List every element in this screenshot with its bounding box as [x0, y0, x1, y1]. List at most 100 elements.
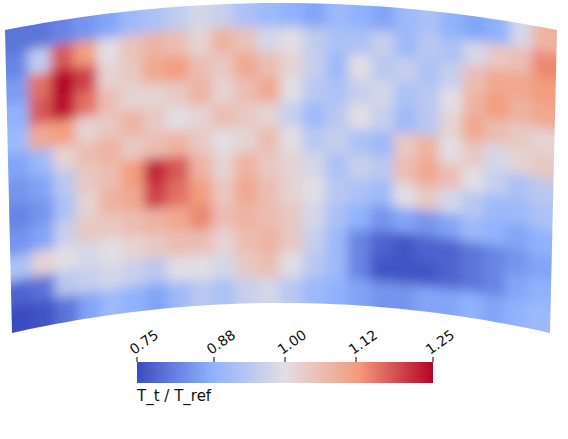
cell [348, 154, 373, 182]
cell [325, 228, 350, 256]
cell [393, 182, 418, 211]
cell [395, 0, 421, 36]
cell [234, 0, 259, 30]
cell [189, 104, 214, 132]
cell [235, 277, 260, 340]
cell [33, 298, 59, 365]
colorbar-title: T_t / T_ref [136, 387, 212, 406]
cell [257, 277, 282, 339]
cell [257, 77, 282, 104]
cell [280, 202, 305, 229]
cell [235, 227, 260, 254]
cell [280, 152, 305, 179]
cell [118, 0, 144, 38]
cell [96, 36, 122, 66]
cell [166, 130, 191, 159]
cell [503, 298, 529, 365]
cell [326, 53, 351, 81]
cell [348, 204, 373, 232]
cell [416, 184, 441, 214]
cell [257, 27, 282, 54]
cell [212, 228, 237, 256]
cell [190, 279, 215, 343]
cell [144, 182, 169, 211]
cell [392, 232, 417, 261]
chart: 0.750.881.001.121.25T_t / T_ref [0, 0, 568, 439]
cell [526, 302, 568, 377]
cell [257, 177, 282, 204]
cell [257, 252, 282, 279]
field [0, 0, 568, 377]
colorbar-tick-label: 0.88 [204, 326, 239, 357]
cell [145, 257, 170, 286]
cell [370, 230, 395, 259]
cell [72, 0, 98, 44]
cell [348, 79, 373, 107]
cell [122, 259, 147, 289]
cell [302, 227, 327, 254]
cell [234, 52, 259, 79]
cell [415, 259, 440, 289]
cell [486, 0, 512, 48]
cell [509, 0, 535, 52]
cell [280, 252, 305, 279]
cell [234, 77, 259, 104]
cell [257, 102, 282, 129]
cell [303, 102, 328, 129]
cell [415, 209, 440, 239]
cell [257, 202, 282, 229]
cell [212, 153, 237, 181]
cell [189, 129, 214, 157]
cell [95, 0, 121, 41]
cell [417, 59, 442, 89]
cell [189, 154, 214, 182]
cell [371, 80, 396, 109]
cell [303, 152, 328, 179]
cell [190, 254, 215, 282]
cell [234, 102, 259, 129]
cell [325, 153, 350, 181]
cell [280, 127, 305, 154]
cell [55, 294, 81, 361]
cell [415, 234, 440, 264]
cell [168, 280, 193, 344]
cell [393, 157, 418, 186]
cell [141, 0, 167, 36]
cell [120, 59, 145, 89]
cell [121, 184, 146, 214]
cell [325, 103, 350, 131]
cell [121, 134, 146, 164]
cell [188, 29, 213, 57]
cell [394, 32, 419, 61]
cell [234, 152, 259, 179]
cell [142, 32, 167, 61]
cell [393, 207, 418, 236]
cell [371, 130, 396, 159]
cell [144, 157, 169, 186]
cell [212, 253, 237, 281]
cell [392, 282, 417, 347]
cell [165, 30, 190, 59]
cell [326, 28, 351, 56]
cell [371, 105, 396, 134]
cell [190, 229, 215, 257]
cell [257, 227, 282, 254]
cell [302, 252, 327, 279]
cell [393, 132, 418, 161]
colorbar-tick [213, 357, 214, 362]
plot-area [0, 0, 568, 377]
cell [166, 80, 191, 109]
colorbar-tick [356, 357, 357, 362]
cell [418, 0, 444, 38]
cell [257, 152, 282, 179]
cell [348, 104, 373, 132]
cell [235, 202, 260, 229]
cell [257, 0, 282, 29]
colorbar-tick [137, 357, 138, 362]
cell [371, 55, 396, 84]
cell [416, 159, 441, 189]
colorbar-tick-label: 1.00 [275, 326, 310, 357]
cell [417, 84, 442, 114]
cell [121, 159, 146, 189]
cell [188, 0, 214, 32]
